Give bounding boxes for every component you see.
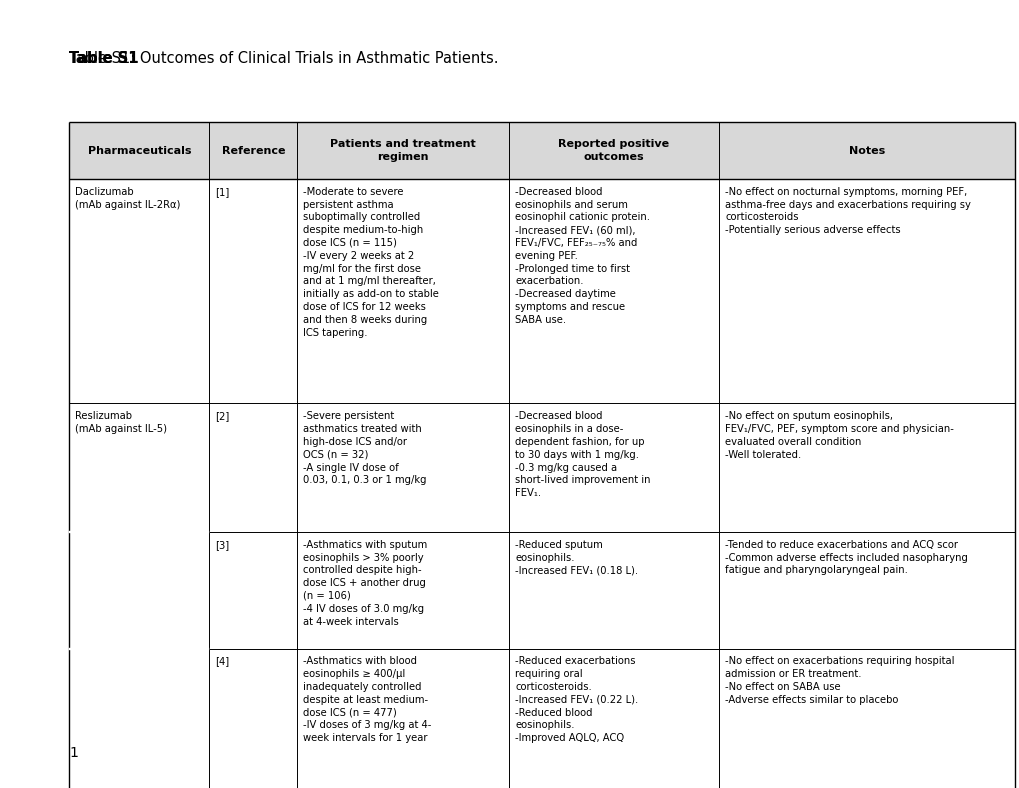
Text: -No effect on sputum eosinophils,
FEV₁/FVC, PEF, symptom score and physician-
ev: -No effect on sputum eosinophils, FEV₁/F… bbox=[725, 411, 953, 459]
Text: Reported positive
outcomes: Reported positive outcomes bbox=[557, 139, 668, 162]
Text: -No effect on nocturnal symptoms, morning PEF,
asthma-free days and exacerbation: -No effect on nocturnal symptoms, mornin… bbox=[725, 187, 970, 235]
Text: [4]: [4] bbox=[215, 656, 229, 667]
Text: 1: 1 bbox=[69, 746, 78, 760]
Text: -Decreased blood
eosinophils and serum
eosinophil cationic protein.
-Increased F: -Decreased blood eosinophils and serum e… bbox=[515, 187, 649, 325]
Text: -Reduced sputum
eosinophils.
-Increased FEV₁ (0.18 L).: -Reduced sputum eosinophils. -Increased … bbox=[515, 540, 638, 575]
Text: Table S1: Table S1 bbox=[69, 51, 139, 66]
Text: -No effect on exacerbations requiring hospital
admission or ER treatment.
-No ef: -No effect on exacerbations requiring ho… bbox=[725, 656, 954, 704]
Text: Daclizumab
(mAb against IL-2Rα): Daclizumab (mAb against IL-2Rα) bbox=[75, 187, 180, 210]
Text: Patients and treatment
regimen: Patients and treatment regimen bbox=[330, 139, 476, 162]
Text: Table S1: Outcomes of Clinical Trials in Asthmatic Patients.: Table S1: Outcomes of Clinical Trials in… bbox=[69, 51, 498, 66]
Text: [2]: [2] bbox=[215, 411, 229, 422]
Text: -Reduced exacerbations
requiring oral
corticosteroids.
-Increased FEV₁ (0.22 L).: -Reduced exacerbations requiring oral co… bbox=[515, 656, 638, 743]
Text: Pharmaceuticals: Pharmaceuticals bbox=[88, 146, 191, 155]
Text: -Tended to reduce exacerbations and ACQ scor
-Common adverse effects included na: -Tended to reduce exacerbations and ACQ … bbox=[725, 540, 967, 575]
Text: -Asthmatics with sputum
eosinophils > 3% poorly
controlled despite high-
dose IC: -Asthmatics with sputum eosinophils > 3%… bbox=[303, 540, 427, 626]
Text: -Asthmatics with blood
eosinophils ≥ 400/μl
inadequately controlled
despite at l: -Asthmatics with blood eosinophils ≥ 400… bbox=[303, 656, 431, 743]
Text: -Decreased blood
eosinophils in a dose-
dependent fashion, for up
to 30 days wit: -Decreased blood eosinophils in a dose- … bbox=[515, 411, 650, 498]
Text: Notes: Notes bbox=[848, 146, 884, 155]
Text: [3]: [3] bbox=[215, 540, 229, 550]
Text: Table S1: Table S1 bbox=[69, 51, 139, 66]
Text: Reference: Reference bbox=[221, 146, 284, 155]
Text: -Moderate to severe
persistent asthma
suboptimally controlled
despite medium-to-: -Moderate to severe persistent asthma su… bbox=[303, 187, 439, 337]
Text: [1]: [1] bbox=[215, 187, 229, 197]
Bar bbox=[69, 122, 1014, 179]
Text: -Severe persistent
asthmatics treated with
high-dose ICS and/or
OCS (n = 32)
-A : -Severe persistent asthmatics treated wi… bbox=[303, 411, 426, 485]
Text: Reslizumab
(mAb against IL-5): Reslizumab (mAb against IL-5) bbox=[75, 411, 167, 434]
